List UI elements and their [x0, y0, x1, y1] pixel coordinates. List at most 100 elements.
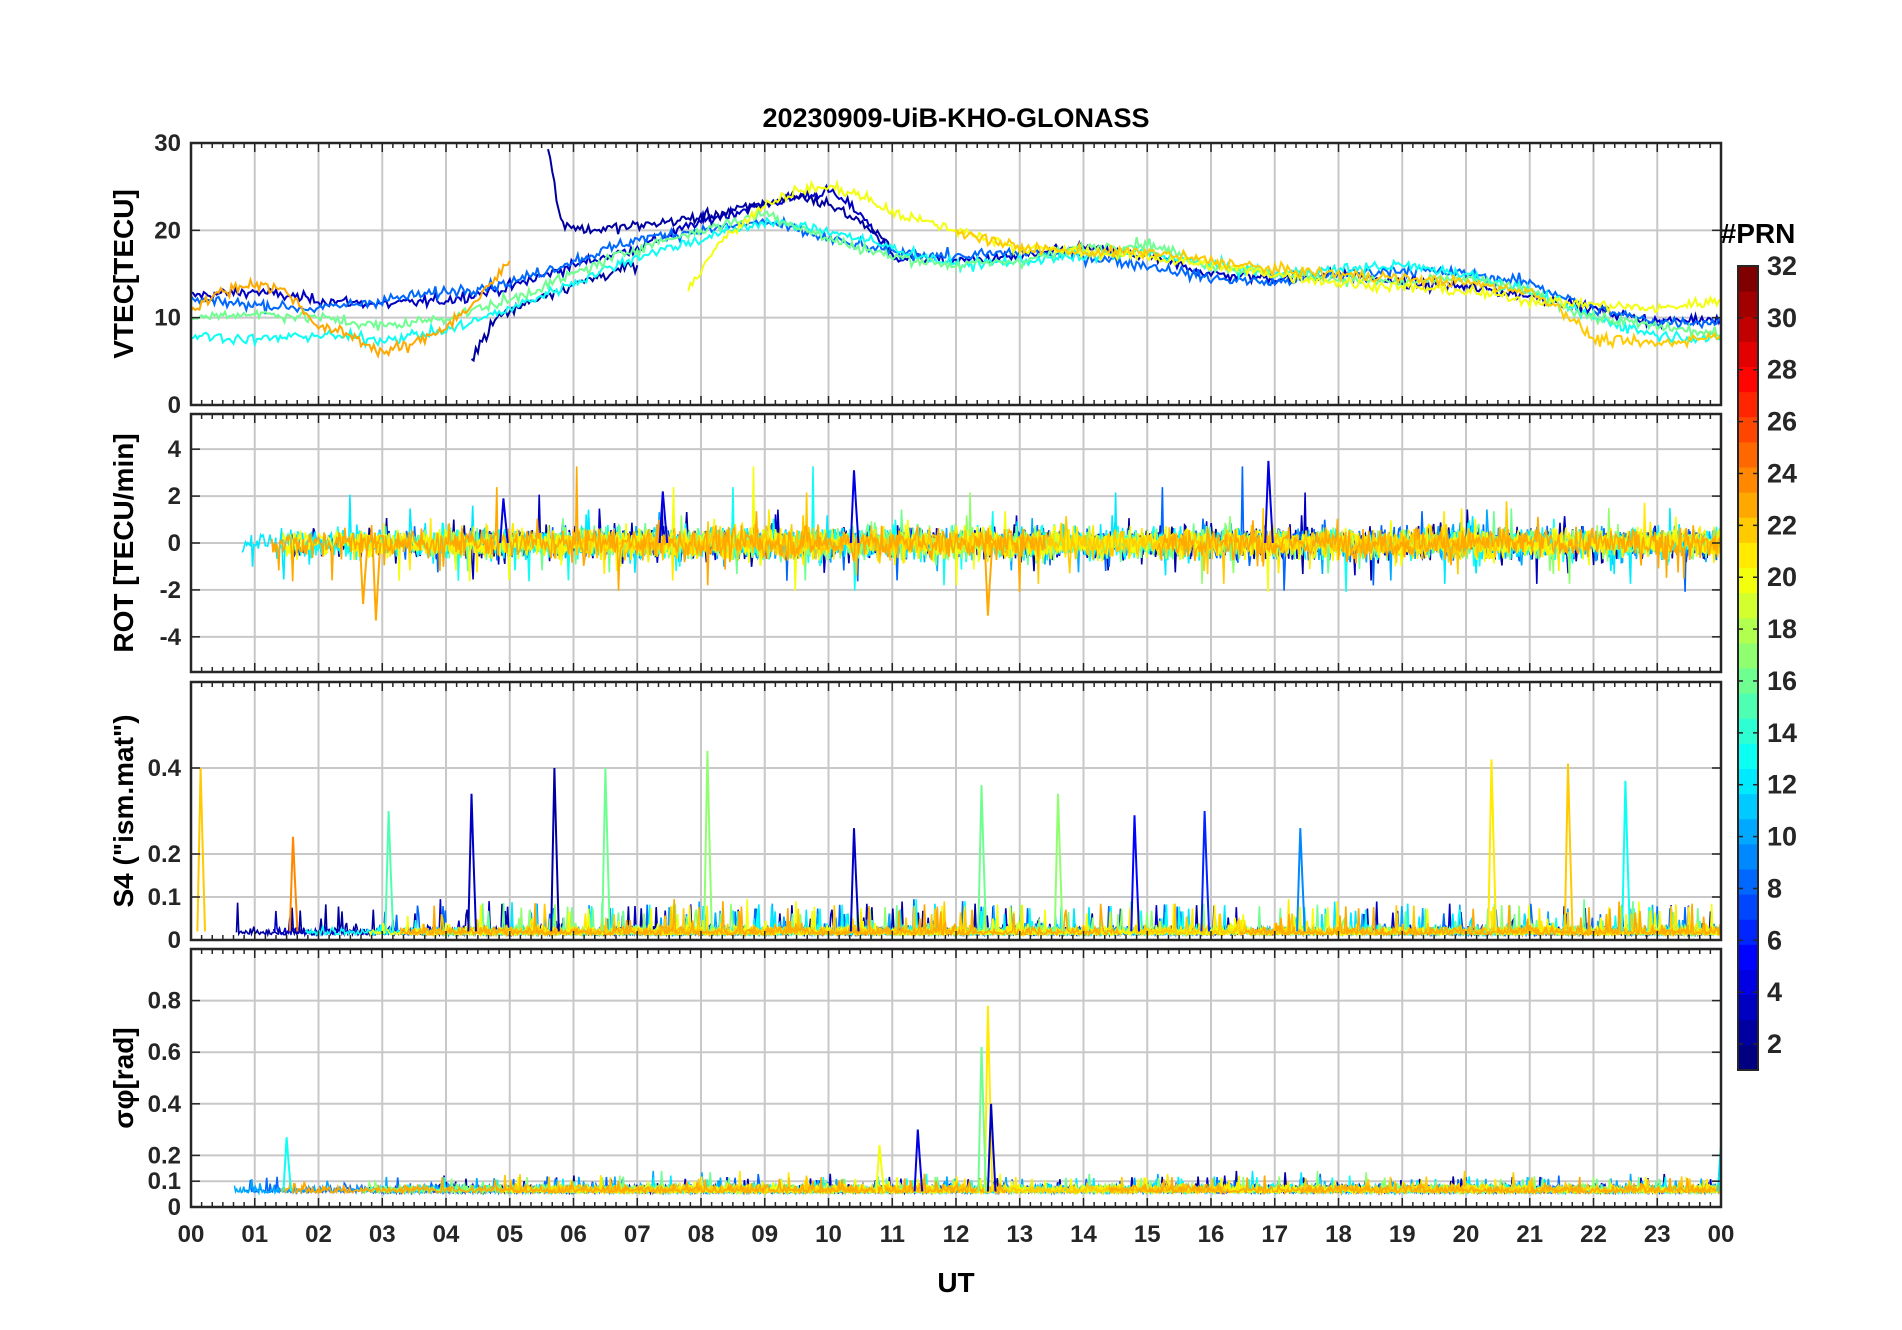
colorbar-tick-label: 2	[1767, 1029, 1782, 1059]
y-tick-label: 0.4	[148, 1091, 182, 1118]
colorbar-tick-label: 32	[1767, 251, 1797, 281]
colorbar-step	[1738, 919, 1758, 945]
colorbar-tick-label: 12	[1767, 770, 1797, 800]
peak-mark	[1264, 460, 1274, 544]
x-tick-label: 06	[560, 1221, 587, 1248]
colorbar-step	[1738, 542, 1758, 568]
colorbar-tick-label: 30	[1767, 303, 1797, 333]
x-tick-label: 18	[1325, 1221, 1352, 1248]
panel-4: 00.10.2 0.4 0.6 0.8 σφ[rad]	[108, 947, 1723, 1221]
peak-mark	[1716, 1145, 1721, 1192]
y-tick-label: 0	[168, 530, 181, 557]
peak-mark	[371, 542, 382, 621]
series-prn-23	[1108, 1175, 1721, 1196]
panel-1: 0 10 20 30 VTEC[TECU]	[108, 130, 1723, 419]
colorbar-step	[1738, 467, 1758, 493]
x-ticks	[190, 682, 1722, 941]
peak-mark	[550, 767, 560, 932]
y-axis-label: S4 ("ism.mat")	[108, 714, 139, 907]
colorbar-step	[1738, 291, 1758, 317]
y-tick-label: -2	[160, 577, 181, 604]
colorbar-step	[1738, 341, 1758, 367]
peak-mark	[196, 767, 206, 932]
x-tick-label: 16	[1198, 1221, 1225, 1248]
peak-mark	[358, 542, 369, 605]
x-ticks	[190, 414, 1722, 672]
x-tick-label: 08	[688, 1221, 715, 1248]
x-tick-label: 00	[178, 1221, 205, 1248]
y-tick-label: 30	[154, 130, 181, 157]
peak-mark	[1053, 793, 1064, 932]
y-tick-label: 10	[154, 305, 181, 332]
chart-title: 20230909-UiB-KHO-GLONASS	[762, 103, 1149, 133]
colorbar-step	[1738, 843, 1758, 870]
series-group	[191, 148, 1721, 363]
y-tick-label: 0.1	[148, 884, 181, 911]
colorbar-tick-label: 14	[1767, 718, 1797, 748]
y-tick-label: 2	[168, 483, 181, 510]
x-ticks	[190, 142, 1722, 406]
x-tick-label: 11	[880, 1221, 905, 1248]
y-tick-label: 0.6	[148, 1039, 181, 1066]
vtec-series-prn-2	[547, 148, 894, 255]
x-tick-label: 10	[815, 1221, 842, 1248]
colorbar-step	[1738, 391, 1758, 418]
y-tick-label: -4	[160, 624, 182, 651]
series-group	[233, 1005, 1721, 1196]
colorbar-title: #PRN	[1721, 218, 1796, 249]
peak-mark	[282, 1137, 293, 1192]
y-tick-label: 0.4	[148, 755, 182, 782]
x-tick-label: 03	[369, 1221, 396, 1248]
colorbar-step	[1738, 441, 1758, 468]
colorbar-step	[1738, 266, 1758, 292]
x-tick-label: 01	[241, 1221, 268, 1248]
vtec-series-prn-8	[191, 215, 1721, 330]
peak-mark	[983, 542, 994, 616]
panel-2: -4 -2 0 2 4 ROT [TECU/min]	[108, 412, 1723, 674]
x-ticks	[190, 949, 1722, 1208]
x-tick-label: 02	[305, 1221, 332, 1248]
colorbar-step	[1738, 969, 1758, 996]
peak-mark	[499, 498, 509, 544]
x-tick-labels: 00 01 02 03 04 05 06 07 08 09 10 11 12 13 14 15 16 17 18 19…	[178, 1221, 1735, 1248]
peak-mark	[467, 793, 477, 932]
peak-mark	[601, 767, 611, 932]
colorbar-tick-label: 6	[1767, 925, 1782, 955]
x-tick-label: 19	[1389, 1221, 1416, 1248]
colorbar-step	[1738, 793, 1758, 820]
peak-mark	[849, 470, 860, 544]
colorbar-step	[1738, 592, 1758, 619]
colorbar-tick-label: 20	[1767, 562, 1797, 592]
x-tick-label: 09	[751, 1221, 778, 1248]
peak-mark	[1563, 763, 1574, 932]
peak-mark	[849, 828, 860, 932]
colorbar-tick-label: 16	[1767, 666, 1797, 696]
y-tick-label: 0.2	[148, 841, 181, 868]
colorbar-step	[1738, 567, 1758, 594]
peak-mark	[1296, 828, 1306, 932]
y-tick-label: 0.1	[148, 1168, 181, 1195]
peak-mark	[983, 1005, 994, 1192]
colorbar-step	[1738, 869, 1758, 895]
colorbar-step	[1738, 517, 1758, 543]
colorbar-step	[1738, 693, 1758, 719]
vtec-series-prn-22	[955, 228, 1721, 350]
x-tick-label: 23	[1644, 1221, 1671, 1248]
y-tick-label: 0	[168, 392, 181, 419]
colorbar-step	[1738, 416, 1758, 443]
peak-mark	[1130, 815, 1140, 932]
colorbar-tick-label: 8	[1767, 873, 1782, 903]
colorbar-tick-label: 28	[1767, 355, 1797, 385]
peak-mark	[875, 1145, 885, 1192]
y-axis-label: σφ[rad]	[108, 1027, 139, 1128]
series-prn-23	[1239, 901, 1721, 938]
series-prn-23	[1155, 516, 1721, 579]
colorbar-frame	[1737, 265, 1759, 1071]
colorbar-tick-label: 10	[1767, 822, 1797, 852]
y-tick-label: 20	[154, 217, 181, 244]
y-axis-label: ROT [TECU/min]	[108, 433, 139, 652]
colorbar-step	[1738, 1044, 1758, 1071]
